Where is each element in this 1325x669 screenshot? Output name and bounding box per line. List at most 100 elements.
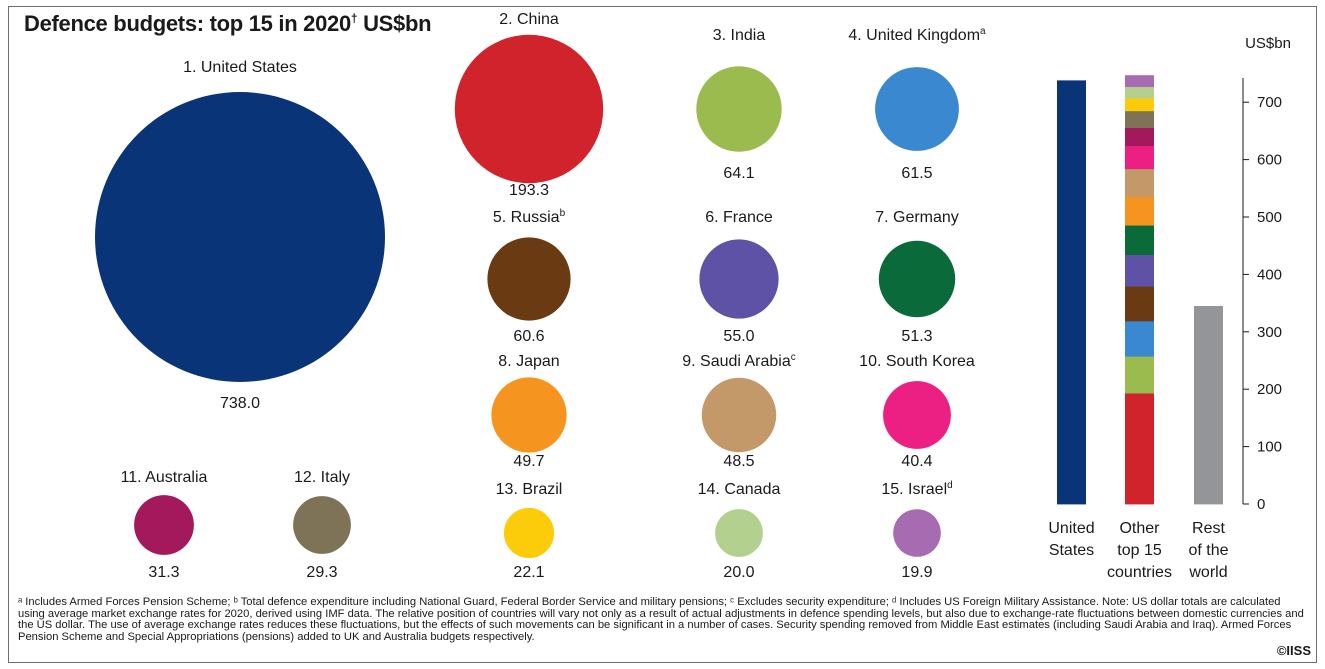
stacked-bar-chart: US$bn 0 100 200 300 400 500 600 700 United States… (1048, 35, 1291, 581)
bubble (875, 67, 959, 151)
bubble-label-text: 7. Germany (875, 209, 959, 226)
bubble (696, 66, 782, 152)
bar-category-label: of the (1188, 542, 1228, 559)
y-tick-label: 600 (1257, 152, 1282, 169)
bubble-label: 6. France (705, 209, 773, 226)
copyright: ©IISS (1276, 643, 1311, 658)
bubble-label: 11. Australia (121, 469, 208, 486)
bubble-value: 49.7 (513, 453, 544, 470)
bubble-label: 12. Italy (294, 469, 350, 486)
bubble-value: 51.3 (901, 328, 932, 345)
bubble-label-sup: c (791, 352, 796, 363)
bubble-group: 11. Australia 31.3 (121, 469, 208, 581)
bubble-label: 7. Germany (875, 209, 959, 226)
bar-segment (1125, 168, 1154, 198)
bubble (715, 509, 763, 557)
footnote-text: ᵃ Includes Armed Forces Pension Scheme; … (18, 596, 1304, 643)
bar-category-label: Rest (1192, 520, 1225, 537)
bubble (293, 496, 351, 554)
bubble (491, 377, 567, 453)
bar-segment (1125, 75, 1154, 88)
bar-category-label: world (1188, 564, 1227, 581)
bar-segment (1125, 110, 1154, 129)
bubble-group: 4. United Kingdoma 61.5 (848, 26, 986, 182)
bubble-group: 3. India 64.1 (696, 27, 782, 182)
bubble (503, 507, 555, 559)
bubble-label-sup: a (980, 26, 986, 37)
bubble-value: 40.4 (901, 453, 932, 470)
footnote: ᵃ Includes Armed Forces Pension Scheme; … (18, 596, 1308, 643)
bubble-group: 2. China 193.3 (454, 11, 604, 199)
bubble-label: 8. Japan (498, 353, 559, 370)
bar-category-label: United (1048, 520, 1094, 537)
bar-category-label: top 15 (1117, 542, 1162, 559)
y-tick-label: 500 (1257, 209, 1282, 226)
bar-segment (1125, 320, 1154, 357)
bubble-label: 5. Russiab (493, 208, 566, 226)
bubble-label: 9. Saudi Arabiac (682, 352, 796, 370)
bubble-label-text: 6. France (705, 209, 773, 226)
bubble-value: 64.1 (723, 165, 754, 182)
bubble-label: 15. Israeld (881, 480, 952, 498)
bar-segment (1125, 225, 1154, 255)
bubble-label-text: 4. United Kingdom (848, 27, 980, 44)
chart-title-marker: † (350, 11, 358, 26)
bubble-label-sup: b (560, 208, 566, 219)
bar-segment (1125, 254, 1154, 287)
bubble (893, 509, 941, 557)
bar-segment (1125, 286, 1154, 322)
bubble-value: 738.0 (220, 395, 260, 412)
stacked-bar (1194, 305, 1223, 505)
bar-category-label: countries (1107, 564, 1172, 581)
bubble-group: 13. Brazil 22.1 (496, 481, 563, 581)
bubble-group: 7. Germany 51.3 (875, 209, 959, 345)
y-tick-label: 200 (1257, 381, 1282, 398)
y-tick-label: 300 (1257, 324, 1282, 341)
bubble (878, 240, 956, 318)
bubble-value: 20.0 (723, 564, 754, 581)
bubble-value: 31.3 (148, 564, 179, 581)
bubble-label-sup: d (947, 480, 953, 491)
bar-segment (1125, 98, 1154, 112)
bar-segment (1125, 356, 1154, 394)
chart-title-unit: US$bn (363, 11, 432, 36)
bubble-label-text: 14. Canada (698, 481, 781, 498)
bubble (95, 92, 385, 382)
bubble-value: 60.6 (513, 328, 544, 345)
bubble-label-text: 11. Australia (121, 469, 208, 486)
bubble (454, 34, 604, 184)
bubble-group: 12. Italy 29.3 (293, 469, 351, 581)
bubble-value: 48.5 (723, 453, 754, 470)
bubble-label: 14. Canada (698, 481, 781, 498)
bubble-group: 14. Canada 20.0 (698, 481, 781, 581)
bubble-value: 19.9 (901, 564, 932, 581)
chart-title: Defence budgets: top 15 in 2020† US$bn (24, 11, 432, 37)
bubble-label: 10. South Korea (859, 353, 975, 370)
bubble-label: 3. India (713, 27, 766, 44)
bubble-label-text: 10. South Korea (859, 353, 975, 370)
bubble-label: 2. China (499, 11, 559, 28)
bubble (701, 377, 777, 453)
chart-frame (8, 6, 1317, 663)
y-tick-label: 400 (1257, 266, 1282, 283)
bubble-label: 1. United States (183, 59, 297, 76)
bubble-group: 6. France 55.0 (699, 209, 779, 345)
y-tick-label: 0 (1257, 496, 1265, 513)
y-tick-label: 100 (1257, 439, 1282, 456)
bubble-group: 1. United States 738.0 (95, 59, 385, 412)
bar-segment (1125, 145, 1154, 170)
bubble-label-text: 1. United States (183, 59, 297, 76)
bubble-group: 8. Japan 49.7 (491, 353, 567, 470)
bubble-label: 4. United Kingdoma (848, 26, 986, 44)
bubble-chart: 1. United States 738.0 2. China 193.3 3. Ind… (95, 11, 986, 581)
bar-segment (1125, 127, 1154, 146)
bubble (487, 237, 571, 321)
bubble-value: 193.3 (509, 182, 549, 199)
bubble (134, 495, 194, 555)
bubble-label-text: 8. Japan (498, 353, 559, 370)
bar-segment (1194, 305, 1223, 505)
bubble-label-text: 9. Saudi Arabia (682, 353, 791, 370)
bar-segment (1125, 196, 1154, 226)
bubble-group: 10. South Korea 40.4 (859, 353, 975, 470)
bubble-label-text: 5. Russia (493, 209, 560, 226)
